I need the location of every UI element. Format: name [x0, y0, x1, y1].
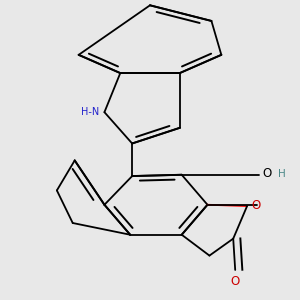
Text: H: H: [278, 169, 286, 178]
Text: O: O: [262, 167, 271, 180]
Text: O: O: [231, 274, 240, 288]
Text: O: O: [251, 199, 260, 212]
Text: H-N: H-N: [81, 107, 100, 117]
